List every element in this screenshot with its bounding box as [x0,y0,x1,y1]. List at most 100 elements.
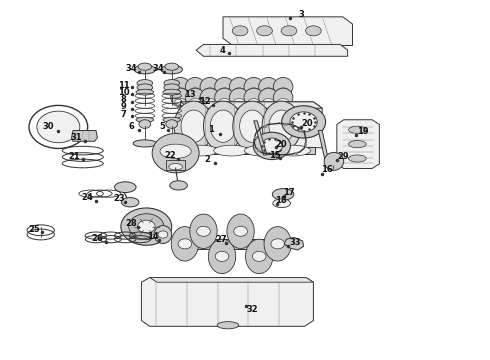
Ellipse shape [215,77,234,96]
Ellipse shape [152,134,199,173]
Ellipse shape [136,117,154,122]
Polygon shape [180,102,322,148]
Ellipse shape [190,214,217,248]
Ellipse shape [37,111,80,143]
Ellipse shape [253,132,291,159]
Ellipse shape [200,77,220,96]
Text: 15: 15 [270,151,281,160]
Text: 6: 6 [129,122,135,131]
Text: 33: 33 [289,238,300,247]
Ellipse shape [137,84,153,91]
Ellipse shape [271,239,285,249]
Ellipse shape [306,26,321,36]
Ellipse shape [165,63,178,70]
Ellipse shape [122,198,139,207]
Text: 29: 29 [337,152,348,161]
Ellipse shape [174,99,186,106]
Ellipse shape [290,112,318,132]
Text: 4: 4 [219,46,225,55]
Ellipse shape [171,77,190,96]
Ellipse shape [185,88,205,107]
Text: 28: 28 [126,219,138,228]
Text: 25: 25 [28,225,40,234]
Ellipse shape [215,88,234,107]
Ellipse shape [262,101,301,151]
Ellipse shape [204,99,216,106]
Ellipse shape [348,140,366,148]
Text: 10: 10 [118,87,130,96]
Polygon shape [150,278,314,282]
Bar [174,239,287,249]
Ellipse shape [269,110,294,142]
Ellipse shape [137,80,153,87]
Ellipse shape [200,88,220,107]
Text: 20: 20 [302,119,313,128]
Ellipse shape [181,110,206,142]
Ellipse shape [277,99,289,106]
Text: 32: 32 [246,305,258,314]
Ellipse shape [233,101,272,151]
Polygon shape [318,131,329,163]
Text: 22: 22 [165,151,176,160]
Ellipse shape [282,106,326,138]
Ellipse shape [324,152,343,170]
Ellipse shape [174,101,213,151]
Ellipse shape [219,99,230,106]
Text: 1: 1 [208,125,214,134]
Ellipse shape [138,63,152,70]
Ellipse shape [244,88,264,107]
Ellipse shape [217,321,239,329]
Text: 23: 23 [113,194,125,203]
Text: 26: 26 [92,234,103,243]
Ellipse shape [273,88,293,107]
Ellipse shape [259,88,278,107]
Text: 9: 9 [121,102,127,111]
Ellipse shape [232,26,248,36]
Text: 21: 21 [68,152,80,161]
Text: 7: 7 [121,109,127,118]
Ellipse shape [115,182,136,193]
Ellipse shape [273,77,293,96]
Ellipse shape [210,110,236,142]
Text: 13: 13 [184,90,196,99]
Ellipse shape [227,214,254,248]
Text: 30: 30 [43,122,54,131]
Ellipse shape [261,138,283,154]
Ellipse shape [244,77,264,96]
Text: 12: 12 [198,97,210,106]
Ellipse shape [189,88,201,95]
Ellipse shape [245,239,273,274]
Polygon shape [142,278,314,326]
Ellipse shape [185,77,205,96]
Ellipse shape [166,120,177,129]
Ellipse shape [160,144,191,158]
Bar [184,147,315,154]
Text: 27: 27 [216,235,227,244]
Ellipse shape [160,140,183,147]
Ellipse shape [281,26,297,36]
Ellipse shape [215,251,229,261]
Ellipse shape [272,189,294,200]
Text: 17: 17 [283,188,295,197]
Text: 24: 24 [82,193,94,202]
Ellipse shape [163,117,180,122]
Ellipse shape [171,88,190,107]
Text: 34: 34 [152,64,164,73]
Ellipse shape [214,145,249,156]
Ellipse shape [240,110,265,142]
Ellipse shape [248,99,260,106]
Text: 31: 31 [71,133,82,142]
Ellipse shape [169,163,182,170]
Ellipse shape [263,88,274,95]
Polygon shape [337,120,379,168]
Ellipse shape [204,88,216,95]
Polygon shape [196,44,347,56]
Polygon shape [254,121,267,155]
Ellipse shape [163,89,180,95]
Ellipse shape [161,65,182,74]
Ellipse shape [234,226,247,236]
Ellipse shape [245,145,280,156]
Ellipse shape [189,99,201,106]
Ellipse shape [348,126,366,134]
Text: 16: 16 [321,166,333,175]
